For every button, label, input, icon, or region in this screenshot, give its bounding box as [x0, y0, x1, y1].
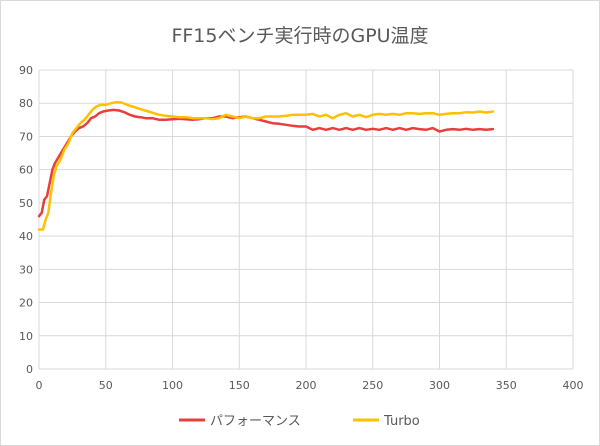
x-tick-label: 150 — [229, 379, 250, 392]
y-tick-label: 40 — [19, 230, 33, 243]
axis-layer: 0 10 20 30 40 50 60 70 80 90 0 50 100 150 200 250 300 350… — [19, 64, 584, 392]
x-tick-label: 200 — [296, 379, 317, 392]
x-tick-label: 0 — [36, 379, 43, 392]
legend-label-1: パフォーマンス — [210, 414, 301, 429]
series-line-2 — [37, 100, 495, 231]
y-tick-label: 30 — [19, 263, 33, 276]
x-tick-label: 300 — [429, 379, 450, 392]
y-tick-label: 80 — [19, 97, 33, 110]
y-tick-label: 0 — [26, 363, 33, 376]
legend-layer: パフォーマンス Turbo — [179, 414, 420, 429]
x-tick-label: 50 — [99, 379, 113, 392]
series-line-1 — [37, 108, 495, 218]
x-tick-label: 350 — [496, 379, 517, 392]
y-tick-label: 20 — [19, 297, 33, 310]
y-tick-label: 90 — [19, 64, 33, 77]
x-tick-label: 100 — [162, 379, 183, 392]
series-layer — [37, 100, 495, 231]
chart-title: FF15ベンチ実行時のGPU温度 — [171, 25, 429, 47]
x-tick-label: 250 — [362, 379, 383, 392]
x-tick-label: 400 — [563, 379, 584, 392]
y-tick-label: 60 — [19, 164, 33, 177]
y-tick-label: 50 — [19, 197, 33, 210]
y-tick-label: 10 — [19, 330, 33, 343]
legend-label-2: Turbo — [383, 414, 420, 429]
y-tick-label: 70 — [19, 130, 33, 143]
